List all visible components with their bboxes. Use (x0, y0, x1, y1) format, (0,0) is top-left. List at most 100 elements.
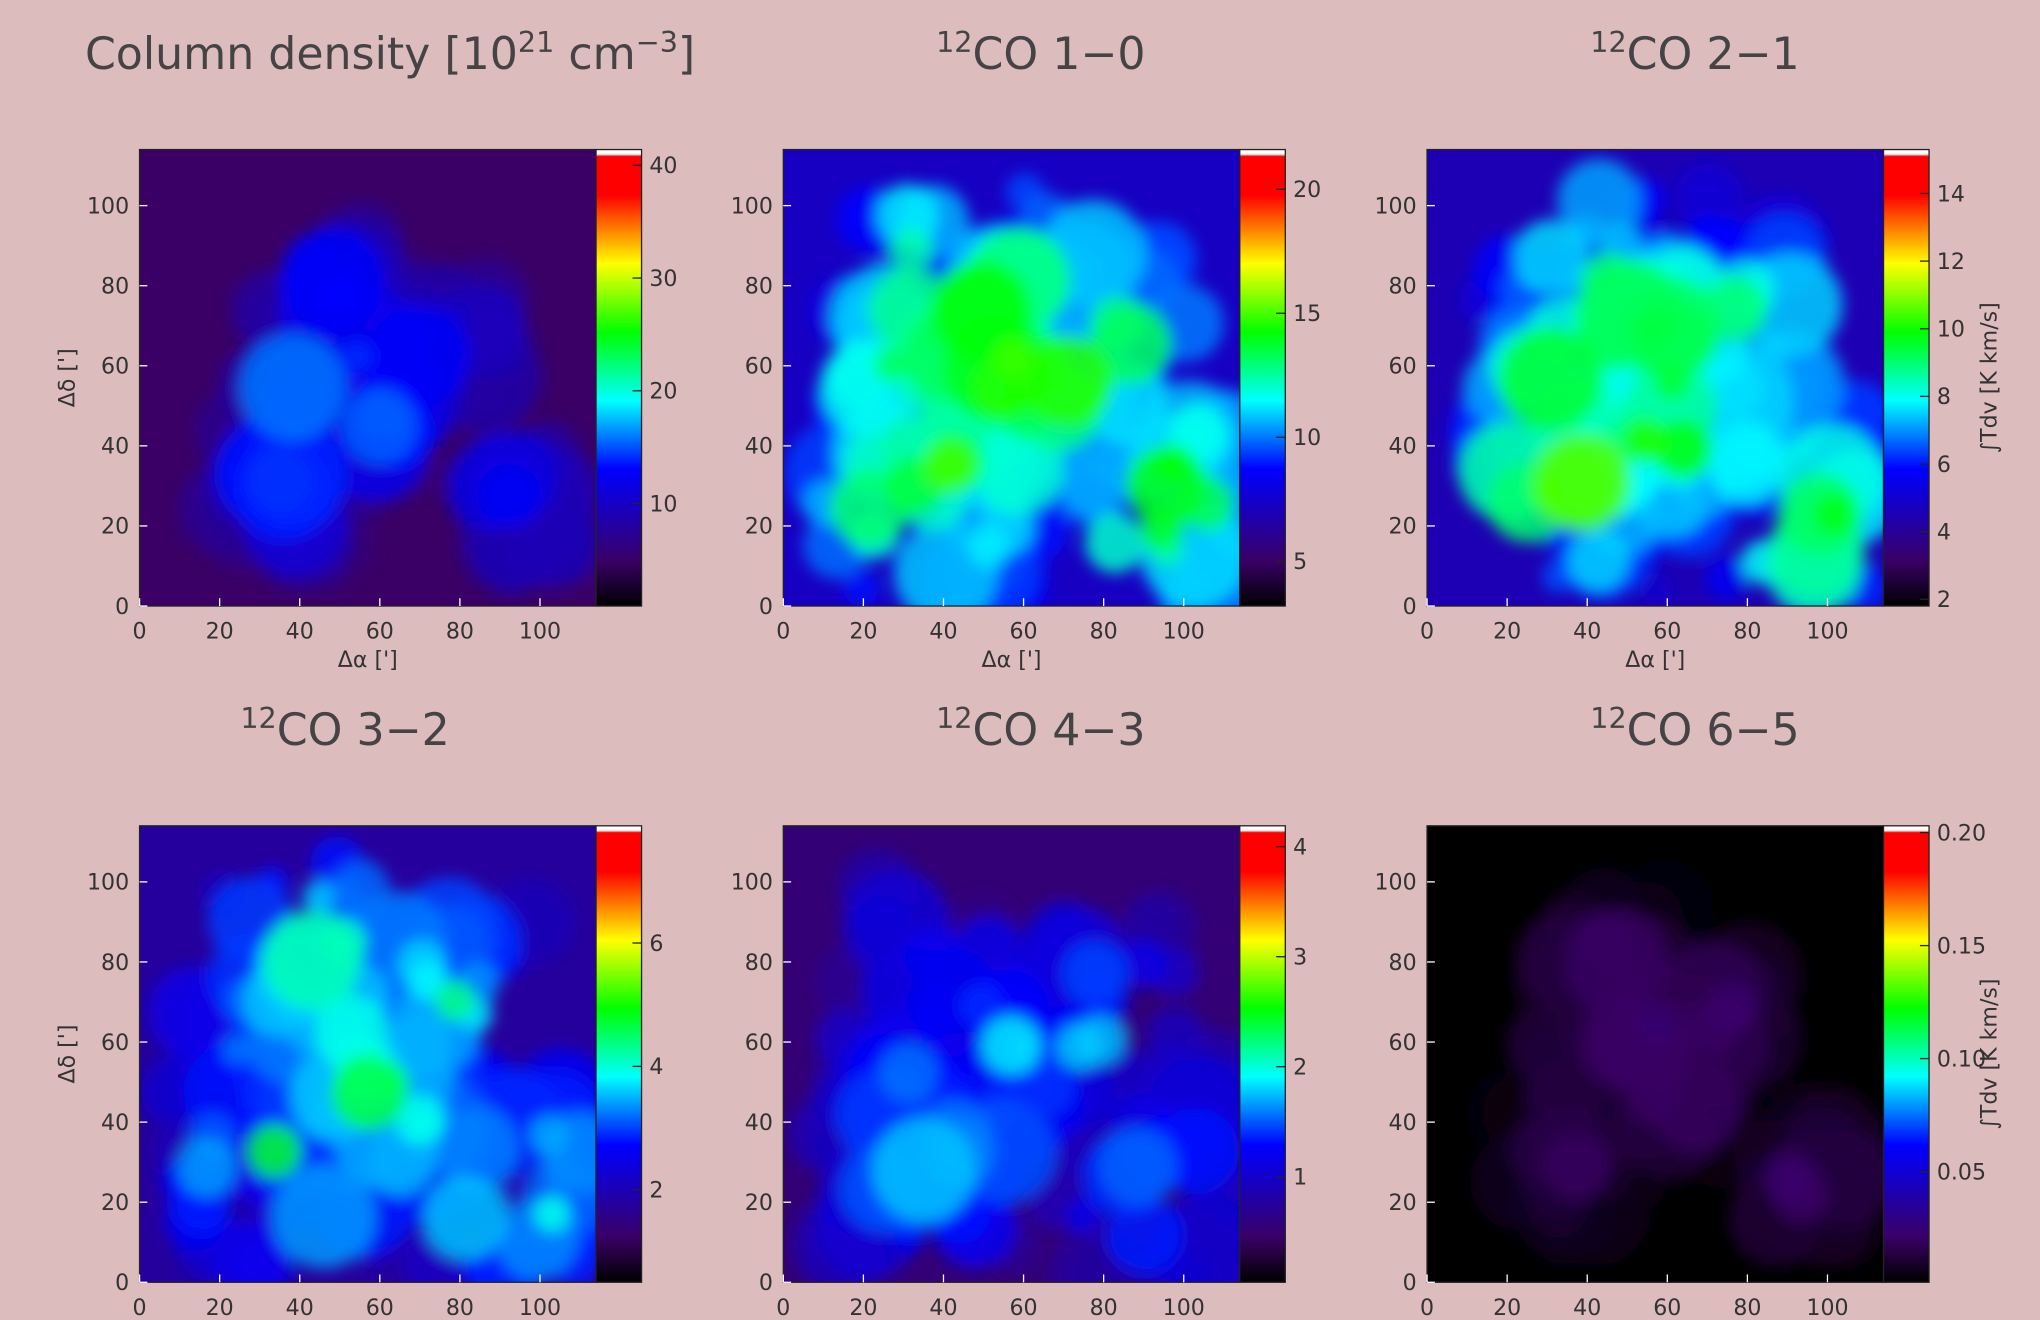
y-tick-label: 20 (745, 1190, 773, 1216)
x-tick-label: 20 (849, 619, 877, 645)
x-axis-label: Δα ['] (1625, 647, 1685, 673)
colorbar-tick-label: 1 (1293, 1164, 1307, 1190)
y-tick-label: 80 (101, 950, 129, 976)
map-blobs (141, 836, 597, 1283)
x-tick-label: 0 (1420, 619, 1434, 645)
map-blob (222, 1033, 255, 1066)
map-blob (1085, 512, 1146, 573)
x-tick-label: 0 (1420, 1295, 1434, 1320)
title-text: CO 4−3 (973, 705, 1146, 756)
map-blob (1532, 433, 1631, 532)
map-blob (341, 388, 418, 465)
x-tick-label: 20 (1493, 1295, 1521, 1320)
map-blob (1708, 982, 1758, 1032)
map-blob (262, 910, 362, 1010)
y-tick-label: 0 (1403, 594, 1417, 620)
x-tick-label: 40 (286, 1295, 314, 1320)
x-axis-label: Δα ['] (982, 647, 1042, 673)
y-tick-label: 0 (759, 594, 773, 620)
title-text: CO 6−5 (1627, 705, 1800, 756)
y-tick-label: 100 (87, 870, 129, 896)
colorbar-frame (595, 148, 643, 607)
map (139, 825, 597, 1283)
y-tick-label: 0 (759, 1270, 773, 1296)
map-blob (993, 338, 1033, 378)
map-blob (1061, 455, 1125, 519)
map-blob (247, 1124, 302, 1179)
map-blob (1117, 939, 1167, 989)
y-tick-label: 100 (731, 870, 773, 896)
x-tick-label: 20 (206, 619, 234, 645)
colorbar-frame (595, 825, 643, 1283)
y-tick-label: 80 (101, 274, 129, 300)
title-text: cm (554, 29, 635, 80)
y-tick-label: 80 (1389, 274, 1417, 300)
colorbar (596, 825, 642, 1283)
title-text: ] (678, 29, 695, 80)
x-axis-label: Δα ['] (338, 647, 398, 673)
map-blobs (1449, 158, 1884, 607)
y-tick-label: 60 (745, 1030, 773, 1056)
map-blob (1652, 419, 1713, 479)
y-tick-label: 40 (101, 434, 129, 460)
y-tick-label: 20 (745, 514, 773, 540)
panel-title: 12CO 4−3 (936, 701, 1145, 756)
colorbar-tick-label: 0.20 (1937, 820, 1986, 846)
y-tick-label: 0 (115, 594, 129, 620)
colorbar-tick-label: 12 (1937, 249, 1965, 275)
x-tick-label: 60 (1009, 1295, 1037, 1320)
map-blob (1567, 529, 1630, 592)
panel: 12CO 3−2 0 20 40 60 80 100 0 20 40 60 80 100 Δδ ['] 2 4… (55, 701, 664, 1320)
x-tick-label: 80 (446, 1295, 474, 1320)
panel-title: 12CO 1−0 (936, 25, 1145, 80)
panel: 12CO 6−5 0 20 40 60 80 100 0 20 40 60 80 100 0.05 0.10… (1374, 701, 2002, 1320)
y-axis-label: Δδ ['] (55, 348, 81, 407)
x-tick-label: 100 (1806, 1295, 1848, 1320)
colorbar-tick-label: 0.05 (1937, 1159, 1986, 1185)
map-blobs (787, 849, 1240, 1283)
map-blob (1563, 909, 1670, 1015)
x-tick-label: 40 (1573, 619, 1601, 645)
title-text: CO 2−1 (1627, 29, 1800, 80)
colorbar-frame (1239, 148, 1286, 607)
title-superscript: 12 (240, 701, 276, 735)
colorbar-tick-label: 8 (1937, 384, 1951, 410)
map-blob (879, 1043, 939, 1103)
title-superscript: −3 (636, 25, 678, 59)
x-tick-label: 60 (1009, 619, 1037, 645)
title-text: Column density [10 (85, 29, 518, 80)
colorbar-tick-label: 20 (1293, 177, 1321, 203)
x-tick-label: 0 (133, 1295, 147, 1320)
colorbar-tick-label: 6 (1937, 452, 1951, 478)
map (1427, 825, 1884, 1283)
map-blob (1498, 327, 1604, 432)
map-blob (1098, 1127, 1178, 1207)
colorbar-tick-label: 0.10 (1937, 1046, 1986, 1072)
y-tick-label: 60 (101, 354, 129, 380)
colorbar (1239, 825, 1286, 1283)
x-tick-label: 40 (929, 1295, 957, 1320)
map-blob (968, 527, 1009, 568)
y-tick-label: 80 (745, 274, 773, 300)
x-tick-label: 20 (206, 1295, 234, 1320)
map-blob (433, 1105, 519, 1191)
map-blob (1062, 940, 1128, 1007)
y-tick-label: 100 (87, 193, 129, 219)
map-blob (247, 448, 313, 514)
colorbar-tick-label: 3 (1293, 945, 1307, 971)
colorbar-tick-label: 2 (1293, 1055, 1307, 1081)
colorbar (1883, 149, 1930, 607)
map-blob (843, 571, 879, 606)
map-blob (302, 881, 335, 914)
map-blob (423, 1175, 508, 1260)
map-blob (1167, 402, 1226, 460)
map-blob (1763, 1151, 1816, 1204)
y-tick-label: 0 (115, 1270, 129, 1296)
y-tick-label: 20 (101, 1190, 129, 1216)
colorbar-tick-label: 10 (1937, 317, 1965, 343)
x-tick-label: 0 (776, 1295, 790, 1320)
map-blob (386, 1010, 453, 1077)
colorbar-tick-label: 6 (649, 931, 663, 957)
